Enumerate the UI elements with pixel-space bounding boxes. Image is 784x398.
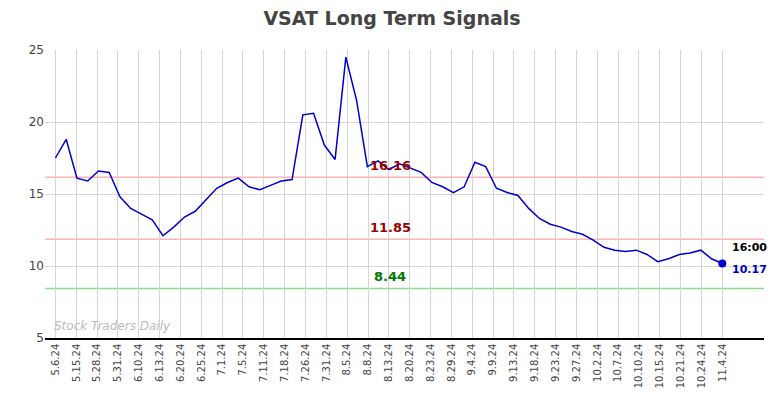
- svg-text:VSAT Long Term Signals: VSAT Long Term Signals: [263, 7, 520, 29]
- svg-text:8.20.24: 8.20.24: [404, 344, 415, 382]
- svg-text:10.24.24: 10.24.24: [696, 344, 707, 389]
- svg-text:8.8.24: 8.8.24: [362, 344, 373, 376]
- svg-text:6.20.24: 6.20.24: [175, 344, 186, 382]
- svg-text:25: 25: [29, 43, 44, 57]
- svg-text:10.21.24: 10.21.24: [675, 344, 686, 389]
- svg-text:8.23.24: 8.23.24: [425, 344, 436, 382]
- svg-text:11.4.24: 11.4.24: [717, 344, 728, 382]
- svg-text:5.28.24: 5.28.24: [91, 344, 102, 382]
- svg-text:10.10.24: 10.10.24: [633, 344, 644, 389]
- svg-text:10.15.24: 10.15.24: [654, 344, 665, 389]
- svg-text:16.16: 16.16: [370, 158, 411, 173]
- svg-text:5.31.24: 5.31.24: [112, 344, 123, 382]
- svg-text:5.15.24: 5.15.24: [71, 344, 82, 382]
- svg-text:16:00: 16:00: [732, 241, 767, 254]
- svg-text:6.10.24: 6.10.24: [133, 344, 144, 382]
- svg-text:9.13.24: 9.13.24: [508, 344, 519, 382]
- svg-text:8.13.24: 8.13.24: [383, 344, 394, 382]
- svg-text:8.44: 8.44: [374, 269, 406, 284]
- svg-text:6.13.24: 6.13.24: [154, 344, 165, 382]
- svg-text:9.4.24: 9.4.24: [466, 344, 477, 376]
- svg-text:7.5.24: 7.5.24: [237, 344, 248, 376]
- svg-text:7.31.24: 7.31.24: [321, 344, 332, 382]
- svg-text:Stock Traders Daily: Stock Traders Daily: [54, 319, 171, 333]
- svg-text:6.25.24: 6.25.24: [196, 344, 207, 382]
- svg-text:11.85: 11.85: [370, 220, 411, 235]
- svg-text:10.7.24: 10.7.24: [612, 344, 623, 382]
- svg-text:10.2.24: 10.2.24: [592, 344, 603, 382]
- svg-text:7.26.24: 7.26.24: [300, 344, 311, 382]
- svg-text:10.17: 10.17: [732, 263, 767, 276]
- svg-text:10: 10: [29, 259, 44, 273]
- svg-text:5: 5: [36, 331, 44, 345]
- svg-text:9.18.24: 9.18.24: [529, 344, 540, 382]
- svg-text:8.29.24: 8.29.24: [446, 344, 457, 382]
- svg-text:8.5.24: 8.5.24: [341, 344, 352, 376]
- svg-text:20: 20: [29, 115, 44, 129]
- svg-text:9.27.24: 9.27.24: [571, 344, 582, 382]
- svg-text:7.1.24: 7.1.24: [216, 344, 227, 376]
- svg-text:7.11.24: 7.11.24: [258, 344, 269, 382]
- svg-text:5.6.24: 5.6.24: [50, 344, 61, 376]
- svg-text:15: 15: [29, 187, 44, 201]
- svg-text:9.9.24: 9.9.24: [487, 344, 498, 376]
- svg-text:9.23.24: 9.23.24: [550, 344, 561, 382]
- svg-text:7.18.24: 7.18.24: [279, 344, 290, 382]
